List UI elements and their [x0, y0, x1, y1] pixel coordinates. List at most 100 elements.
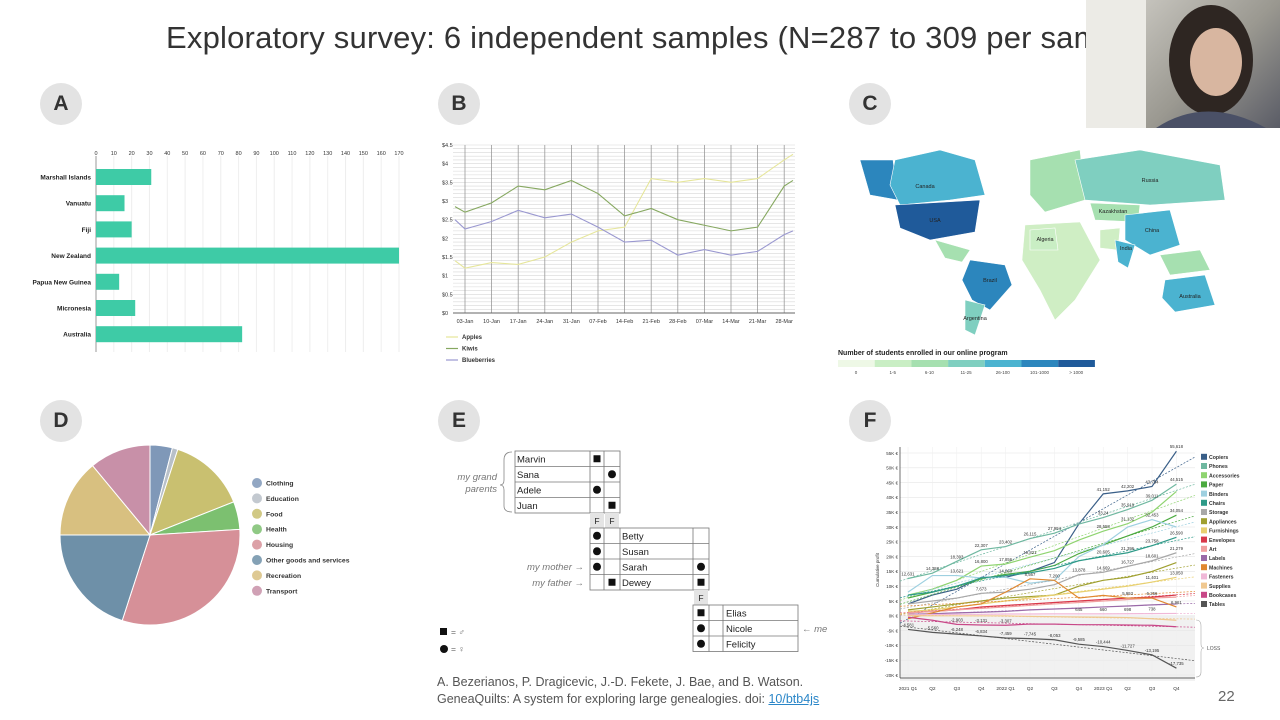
series-line-fasteners — [907, 612, 1177, 616]
data-label: 5,993 — [1122, 591, 1133, 596]
x-tick-label: 70 — [218, 151, 224, 157]
legend-label: Kiwis — [462, 347, 478, 353]
x-tick-label: 03-Jan — [457, 319, 474, 325]
presenter-silhouette — [1086, 0, 1266, 128]
series-line-apples — [454, 153, 794, 269]
data-label: 14,669 — [1097, 565, 1111, 570]
data-label: 14,060 — [999, 569, 1013, 574]
x-tick-label: Q3 — [1051, 686, 1058, 692]
person-name: Susan — [622, 547, 649, 558]
x-tick-label: Q2 — [1027, 686, 1034, 692]
legend-bin-swatch — [1021, 360, 1059, 367]
x-tick-label: Q4 — [978, 686, 985, 692]
annotation-grandparents: my grand — [457, 472, 497, 483]
series-line-labels — [907, 603, 1177, 615]
x-tick-label: 90 — [253, 151, 259, 157]
series-line-chairs — [907, 536, 1177, 596]
series-line-copiers — [907, 450, 1177, 605]
x-tick-label: 2021 Q1 — [899, 686, 918, 692]
trendline-tables — [899, 625, 1196, 662]
region-label: USA — [929, 218, 941, 224]
generation3-block — [692, 604, 799, 652]
legend-label: Storage — [1209, 510, 1228, 516]
female-marker-icon — [593, 562, 601, 571]
x-tick-label: 28-Feb — [669, 319, 686, 325]
x-tick-label: Q4 — [1173, 686, 1180, 692]
x-tick-label: 07-Mar — [696, 319, 714, 325]
x-tick-label: 110 — [288, 151, 297, 157]
y-tick-label: 10K € — [886, 584, 898, 589]
legend-swatch — [252, 524, 262, 535]
legend-swatch — [1201, 601, 1207, 607]
x-tick-label: 140 — [341, 151, 350, 157]
data-label: -4,581 — [902, 622, 915, 627]
data-label: -10,444 — [1096, 640, 1111, 645]
female-marker-icon — [608, 470, 616, 479]
data-label: -11,727 — [1120, 643, 1135, 648]
x-tick-label: 2022 Q1 — [996, 686, 1015, 692]
category-label: Australia — [63, 332, 91, 339]
legend-label: Paper — [1209, 483, 1223, 489]
legend-swatch — [252, 570, 262, 581]
legend-label: Transport — [266, 588, 298, 595]
legend-swatch — [1201, 490, 1207, 497]
panel-label-b: B — [438, 83, 480, 125]
person-name: Juan — [517, 501, 538, 512]
data-label: 42,202 — [1121, 484, 1135, 489]
male-marker-icon — [608, 578, 616, 586]
legend-swatch — [252, 585, 262, 596]
legend-bin-label: 6-10 — [925, 370, 935, 375]
trendline-accessories — [899, 495, 1196, 601]
data-label: 43,754 — [1145, 479, 1159, 484]
x-tick-label: 10-Jan — [483, 319, 500, 325]
family-marker: F — [698, 593, 703, 603]
x-tick-label: 2023 Q1 — [1094, 686, 1113, 692]
x-tick-label: 80 — [236, 151, 242, 157]
doi-link[interactable]: 10/btb4js — [768, 692, 820, 706]
page-number: 22 — [1218, 688, 1235, 705]
male-marker-icon — [440, 628, 447, 635]
category-label: New Zealand — [51, 253, 91, 260]
y-tick-label: -20K € — [885, 673, 899, 678]
annotation-grandparents: parents — [464, 484, 497, 495]
pie-slice-other-goods-and-services — [59, 534, 151, 622]
legend-label: Fasteners — [1209, 575, 1234, 581]
data-label: 32,453 — [1145, 513, 1159, 518]
y-tick-label: $3 — [442, 199, 448, 205]
legend-label: Furnishings — [1209, 529, 1239, 535]
data-label: -5,560 — [926, 625, 939, 630]
y-tick-label: $1 — [442, 274, 448, 280]
citation: A. Bezerianos, P. Dragicevic, J.-D. Feke… — [437, 674, 819, 708]
webcam-video — [1086, 0, 1280, 128]
data-label: -9,585 — [1073, 637, 1086, 642]
data-label: 19,821 — [1023, 550, 1037, 555]
person-name: Sarah — [622, 563, 647, 574]
y-tick-label: 0K € — [889, 614, 899, 619]
region-russia — [1074, 149, 1226, 206]
x-tick-label: 50 — [182, 151, 188, 157]
x-tick-label: 0 — [94, 151, 97, 157]
female-marker-icon — [593, 547, 601, 556]
legend-swatch — [1201, 472, 1207, 479]
y-tick-label: 55K € — [886, 451, 898, 456]
region-usa — [894, 199, 981, 241]
region-brazil — [961, 259, 1013, 311]
legend-swatch — [1201, 481, 1207, 488]
person-name: Betty — [622, 532, 644, 543]
series-line-supplies — [908, 615, 1177, 621]
legend-swatch — [1201, 527, 1207, 534]
legend-label: Bookcases — [1209, 593, 1237, 599]
legend-bin-label: 101-1000 — [1030, 370, 1050, 375]
x-tick-label: 24-Jan — [536, 319, 553, 325]
x-tick-label: 14-Feb — [616, 319, 633, 325]
series-line-machines — [907, 578, 1177, 620]
data-label: -17,735 — [1169, 661, 1184, 666]
bar-marshall-islands — [96, 169, 152, 185]
legend-swatch — [1201, 536, 1207, 543]
series-line-phones — [907, 483, 1177, 580]
y-tick-label: -15K € — [885, 658, 899, 663]
y-tick-label: 45K € — [886, 480, 898, 485]
y-tick-label: 25K € — [886, 540, 898, 545]
legend-bin-swatch — [838, 360, 875, 367]
y-tick-label: $2.5 — [442, 218, 453, 224]
